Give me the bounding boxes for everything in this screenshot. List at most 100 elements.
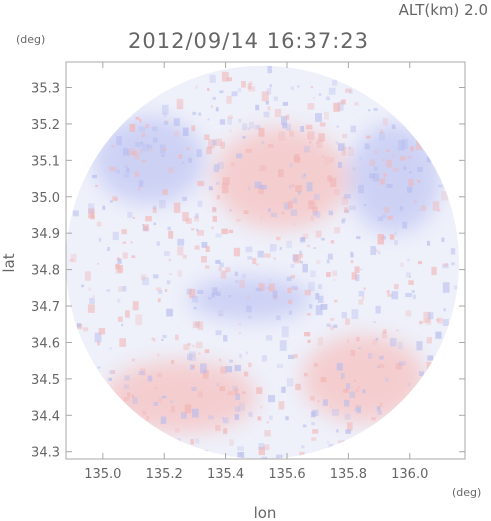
echo-speckle [290, 263, 295, 268]
echo-speckle [286, 276, 292, 282]
echo-speckle [324, 111, 329, 120]
echo-speckle [109, 200, 113, 203]
echo-speckle [116, 169, 120, 174]
echo-speckle [245, 148, 252, 153]
echo-speckle [389, 234, 395, 240]
echo-speckle [290, 274, 295, 279]
y-tick-label: 34.8 [31, 264, 60, 279]
echo-speckle [257, 250, 264, 258]
echo-speckle [141, 159, 146, 163]
echo-speckle [92, 174, 98, 179]
echo-speckle [223, 335, 228, 342]
echo-speckle [258, 446, 265, 456]
echo-speckle [138, 126, 146, 132]
echo-speckle [354, 403, 359, 408]
echo-speckle [334, 299, 338, 303]
echo-speckle [287, 299, 293, 305]
echo-speckle [379, 355, 384, 360]
echo-speckle [212, 207, 217, 213]
echo-speckle [192, 365, 195, 369]
echo-speckle [205, 246, 210, 253]
echo-speckle [351, 309, 359, 319]
echo-speckle [166, 308, 173, 317]
echo-speckle [279, 247, 282, 251]
echo-speckle [125, 168, 130, 173]
echo-speckle [426, 337, 432, 344]
echo-speckle [391, 291, 399, 300]
echo-speckle [207, 415, 214, 420]
echo-speckle [306, 312, 311, 316]
echo-speckle [355, 388, 359, 393]
echo-speckle [364, 143, 370, 150]
echo-speckle [202, 369, 209, 379]
echo-speckle [137, 187, 141, 191]
echo-speckle [386, 290, 390, 293]
echo-speckle [358, 405, 362, 407]
echo-speckle [333, 324, 338, 329]
echo-speckle [237, 88, 242, 93]
y-tick-label: 34.3 [31, 446, 60, 461]
echo-speckle [451, 262, 455, 266]
echo-speckle [122, 149, 130, 157]
echo-speckle [337, 101, 344, 111]
echo-speckle [163, 148, 167, 151]
echo-speckle [276, 236, 281, 241]
echo-speckle [332, 79, 338, 86]
echo-speckle [234, 364, 241, 372]
echo-speckle [313, 363, 318, 367]
echo-speckle [317, 337, 323, 346]
echo-speckle [363, 204, 367, 207]
echo-speckle [156, 241, 161, 246]
echo-speckle [341, 196, 349, 205]
echo-speckle [286, 240, 293, 249]
echo-speckle [378, 251, 381, 255]
echo-speckle [235, 393, 240, 400]
echo-speckle [106, 289, 111, 292]
echo-speckle [413, 200, 417, 204]
echo-speckle [157, 298, 161, 303]
echo-speckle [132, 216, 135, 219]
echo-speckle [407, 155, 412, 159]
echo-speckle [337, 143, 345, 151]
echo-speckle [160, 416, 167, 425]
echo-speckle [219, 90, 224, 94]
echo-speckle [88, 203, 95, 214]
echo-speckle [192, 344, 195, 348]
echo-speckle [215, 107, 219, 112]
echo-speckle [243, 210, 249, 214]
echo-speckle [248, 121, 255, 129]
echo-speckle [220, 366, 227, 374]
echo-speckle [383, 329, 387, 334]
echo-speckle [350, 125, 356, 133]
echo-speckle [196, 228, 199, 232]
echo-speckle [173, 202, 181, 213]
echo-speckle [174, 130, 180, 137]
echo-speckle [139, 149, 143, 154]
echo-speckle [195, 323, 198, 326]
echo-speckle [122, 147, 129, 155]
echo-speckle [131, 394, 135, 398]
echo-speckle [88, 287, 92, 291]
echo-speckle [219, 386, 226, 391]
echo-speckle [437, 209, 441, 212]
echo-speckle [341, 312, 347, 319]
echo-speckle [436, 318, 440, 322]
echo-speckle [344, 207, 349, 213]
echo-speckle [273, 257, 276, 260]
echo-speckle [378, 364, 385, 369]
echo-speckle [281, 326, 289, 338]
echo-speckle [69, 258, 74, 262]
echo-speckle [242, 123, 248, 131]
echo-speckle [221, 182, 229, 194]
echo-speckle [372, 339, 378, 346]
echo-speckle [90, 211, 95, 218]
echo-speckle [145, 215, 152, 222]
echo-speckle [377, 234, 385, 245]
echo-speckle [383, 173, 387, 177]
echo-speckle [236, 153, 243, 159]
echo-speckle [146, 416, 150, 421]
echo-speckle [297, 85, 300, 88]
echo-speckle [141, 132, 146, 138]
echo-speckle [345, 429, 351, 434]
echo-speckle [336, 429, 339, 433]
